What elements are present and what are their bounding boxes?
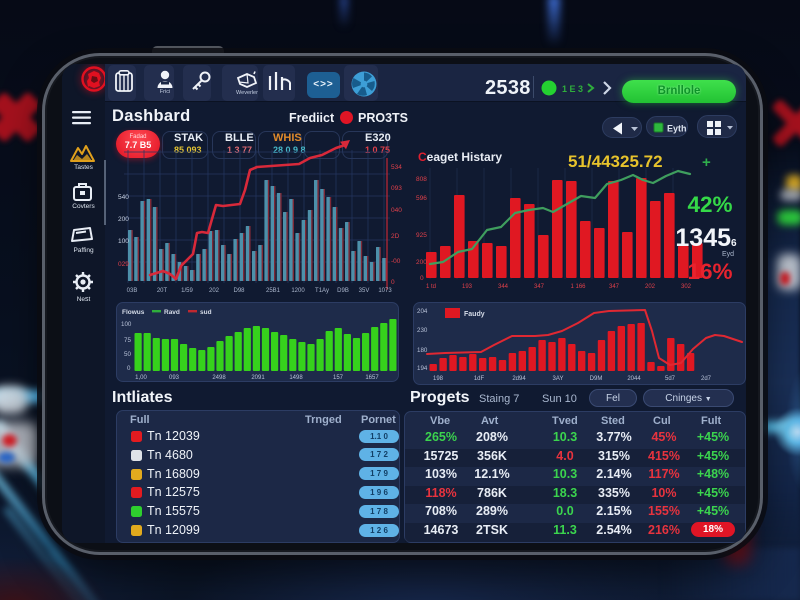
svg-text:13456: 13456 bbox=[675, 224, 737, 252]
svg-text:20T: 20T bbox=[157, 288, 168, 294]
svg-text:180: 180 bbox=[417, 347, 428, 354]
svg-text:100: 100 bbox=[118, 238, 129, 245]
svg-text:3AY: 3AY bbox=[553, 376, 564, 382]
svg-text:1073: 1073 bbox=[378, 288, 392, 294]
svg-text:Ravd: Ravd bbox=[164, 309, 180, 316]
svg-text:029: 029 bbox=[118, 261, 129, 268]
svg-text:Flowus: Flowus bbox=[122, 309, 145, 316]
svg-text:193: 193 bbox=[462, 284, 473, 290]
svg-text:230: 230 bbox=[417, 327, 428, 334]
svg-text:03B: 03B bbox=[127, 288, 138, 294]
svg-text:2044: 2044 bbox=[627, 376, 641, 382]
svg-text:302: 302 bbox=[681, 284, 692, 290]
svg-text:1/59: 1/59 bbox=[181, 288, 193, 294]
svg-text:2091: 2091 bbox=[251, 375, 265, 381]
svg-text:2D: 2D bbox=[391, 233, 400, 240]
svg-text:808: 808 bbox=[416, 176, 427, 183]
svg-text:202: 202 bbox=[645, 284, 656, 290]
svg-text:2d94: 2d94 bbox=[512, 376, 526, 382]
svg-text:25B1: 25B1 bbox=[266, 288, 281, 294]
svg-text:200: 200 bbox=[118, 216, 129, 223]
svg-text:Eyth: Eyth bbox=[667, 124, 687, 134]
svg-text:16%: 16% bbox=[687, 259, 732, 284]
svg-text:093: 093 bbox=[169, 375, 180, 381]
svg-text:Eyd: Eyd bbox=[722, 251, 734, 258]
svg-text:596: 596 bbox=[416, 195, 427, 202]
svg-text:347: 347 bbox=[534, 284, 545, 290]
svg-text:925: 925 bbox=[416, 232, 427, 239]
svg-text:Faudy: Faudy bbox=[464, 311, 485, 318]
svg-text:35V: 35V bbox=[359, 288, 370, 294]
svg-text:534: 534 bbox=[391, 164, 402, 171]
svg-text:344: 344 bbox=[498, 284, 509, 290]
svg-text:1dF: 1dF bbox=[474, 376, 485, 382]
svg-text:sud: sud bbox=[200, 309, 212, 316]
svg-text:51/44325.72: 51/44325.72 bbox=[568, 152, 663, 171]
svg-text:42%: 42% bbox=[687, 192, 732, 217]
svg-text:0: 0 bbox=[127, 365, 131, 372]
svg-text:D9B: D9B bbox=[337, 288, 349, 294]
svg-text:0: 0 bbox=[391, 279, 395, 286]
svg-text:1200: 1200 bbox=[291, 288, 305, 294]
svg-text:1 td: 1 td bbox=[426, 284, 436, 290]
svg-text:5d7: 5d7 bbox=[665, 376, 676, 382]
svg-text:1657: 1657 bbox=[365, 375, 379, 381]
svg-text:Ceaget Histary: Ceaget Histary bbox=[418, 150, 502, 164]
svg-text:100: 100 bbox=[121, 321, 132, 328]
svg-text:204: 204 bbox=[417, 308, 428, 315]
svg-text:50: 50 bbox=[124, 351, 131, 358]
svg-text:2498: 2498 bbox=[212, 375, 226, 381]
svg-text:093: 093 bbox=[391, 185, 402, 192]
svg-text:040: 040 bbox=[391, 207, 402, 214]
svg-text:-00: -00 bbox=[391, 258, 401, 265]
svg-text:202: 202 bbox=[209, 288, 220, 294]
svg-text:198: 198 bbox=[433, 376, 444, 382]
svg-text:0: 0 bbox=[420, 275, 424, 282]
svg-text:D9M: D9M bbox=[590, 376, 603, 382]
svg-text:+: + bbox=[702, 154, 711, 171]
svg-text:75: 75 bbox=[124, 337, 131, 344]
svg-text:540: 540 bbox=[118, 194, 129, 201]
svg-text:1 166: 1 166 bbox=[570, 284, 586, 290]
svg-text:157: 157 bbox=[333, 375, 344, 381]
svg-text:2d7: 2d7 bbox=[701, 376, 712, 382]
svg-text:D98: D98 bbox=[233, 288, 245, 294]
svg-text:200: 200 bbox=[416, 259, 427, 266]
svg-text:194: 194 bbox=[417, 365, 428, 372]
svg-text:347: 347 bbox=[609, 284, 620, 290]
svg-text:1498: 1498 bbox=[289, 375, 303, 381]
svg-text:1,00: 1,00 bbox=[135, 375, 147, 381]
svg-text:T1Ay: T1Ay bbox=[315, 288, 329, 294]
svg-text:1 E 3: 1 E 3 bbox=[562, 84, 583, 94]
